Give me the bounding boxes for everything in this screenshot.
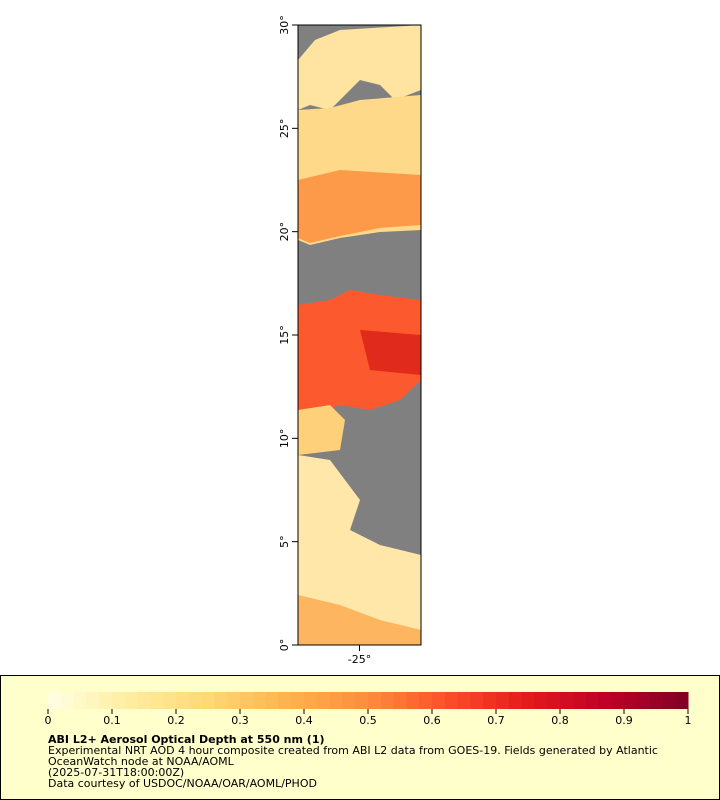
colorbar-step	[380, 692, 395, 709]
colorbar-step	[252, 692, 267, 709]
legend-line: Experimental NRT AOD 4 hour composite cr…	[48, 744, 658, 757]
colorbar-tick-label: 1	[685, 714, 692, 727]
colorbar-step	[278, 692, 292, 709]
colorbar-step	[73, 692, 87, 709]
y-tick-label: 10°	[278, 429, 291, 449]
y-tick-label: 0°	[278, 639, 291, 652]
colorbar-step	[316, 692, 331, 709]
colorbar-tick-label: 0.7	[487, 714, 505, 727]
colorbar-step	[112, 692, 126, 709]
colorbar-step	[48, 692, 62, 709]
legend-line: (2025-07-31T18:00:00Z)	[48, 766, 184, 779]
colorbar-step	[521, 692, 535, 709]
colorbar-step	[547, 692, 561, 709]
x-tick-label: -25°	[348, 653, 371, 666]
colorbar-step	[227, 692, 241, 709]
colorbar-step	[99, 692, 113, 709]
colorbar-step	[598, 692, 612, 709]
legend-title: ABI L2+ Aerosol Optical Depth at 550 nm …	[48, 733, 325, 746]
colorbar-step	[355, 692, 369, 709]
y-tick-label: 20°	[278, 222, 291, 242]
colorbar-step	[560, 692, 574, 709]
y-tick-label: 15°	[278, 325, 291, 345]
colorbar-step	[572, 692, 587, 709]
colorbar-step	[534, 692, 548, 709]
colorbar-step	[201, 692, 215, 709]
colorbar-step	[60, 692, 75, 709]
colorbar-step	[240, 692, 254, 709]
colorbar-step	[624, 692, 638, 709]
colorbar-step	[265, 692, 279, 709]
y-tick-label: 30°	[278, 15, 291, 35]
colorbar-step	[406, 692, 420, 709]
colorbar-tick-label: 0.9	[615, 714, 633, 727]
colorbar-step	[675, 692, 689, 709]
legend-line: OceanWatch node at NOAA/AOML	[48, 755, 235, 768]
colorbar-step	[457, 692, 471, 709]
colorbar-step	[137, 692, 151, 709]
colorbar-step	[176, 692, 190, 709]
colorbar-tick-label: 0.3	[231, 714, 249, 727]
colorbar-tick-label: 0.4	[295, 714, 313, 727]
colorbar-tick-label: 0.1	[103, 714, 121, 727]
colorbar-tick-label: 0.2	[167, 714, 185, 727]
colorbar-step	[496, 692, 510, 709]
colorbar-step	[124, 692, 139, 709]
colorbar-step	[432, 692, 446, 709]
colorbar-step	[662, 692, 676, 709]
map-raster	[298, 25, 421, 645]
colorbar-step	[342, 692, 356, 709]
colorbar-tick-label: 0.6	[423, 714, 441, 727]
colorbar-step	[214, 692, 228, 709]
colorbar-step	[291, 692, 305, 709]
colorbar-step	[86, 692, 100, 709]
colorbar-step	[444, 692, 459, 709]
colorbar-step	[393, 692, 407, 709]
colorbar-step	[611, 692, 625, 709]
colorbar-step	[483, 692, 497, 709]
legend-line: Data courtesy of USDOC/NOAA/OAR/AOML/PHO…	[48, 777, 317, 790]
colorbar-step	[188, 692, 203, 709]
colorbar-step	[419, 692, 433, 709]
colorbar-step	[649, 692, 663, 709]
colorbar-step	[368, 692, 382, 709]
colorbar-step	[150, 692, 164, 709]
colorbar-step	[163, 692, 177, 709]
colorbar-tick-label: 0.8	[551, 714, 569, 727]
colorbar-step	[508, 692, 523, 709]
colorbar-tick-label: 0	[45, 714, 52, 727]
colorbar-tick-label: 0.5	[359, 714, 377, 727]
y-tick-label: 5°	[278, 535, 291, 548]
colorbar-step	[304, 692, 318, 709]
colorbar-step	[329, 692, 343, 709]
colorbar-step	[636, 692, 651, 709]
y-tick-label: 25°	[278, 119, 291, 139]
colorbar-step	[470, 692, 484, 709]
colorbar-step	[585, 692, 599, 709]
